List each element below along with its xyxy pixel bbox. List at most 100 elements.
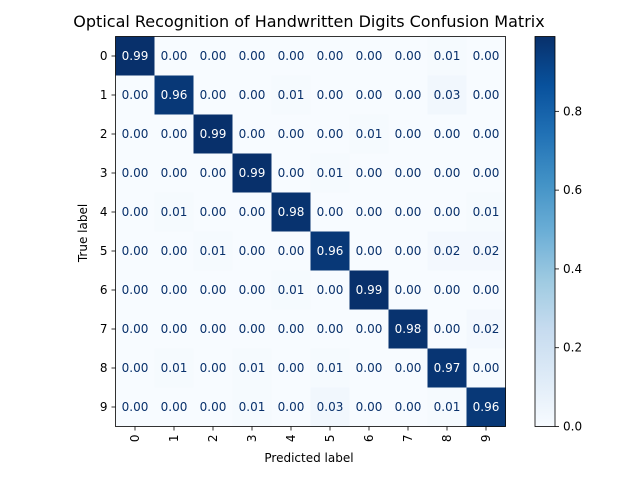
heatmap-cell [115, 75, 155, 115]
cell-value-label: 0.01 [434, 49, 461, 63]
cell-value-label: 0.00 [473, 361, 500, 375]
cell-value-label: 0.00 [278, 361, 305, 375]
heatmap-cell [388, 153, 428, 193]
cell-value-label: 0.98 [395, 322, 422, 336]
y-tick-label: 9 [100, 400, 108, 414]
heatmap-cell [349, 192, 389, 232]
heatmap-cell [388, 114, 428, 154]
cell-value-label: 0.99 [200, 127, 227, 141]
heatmap-cell [466, 75, 506, 115]
heatmap-cell [193, 309, 233, 349]
cell-value-label: 0.99 [122, 49, 149, 63]
colorbar-axis: 0.0 0.2 0.4 0.6 0.8 [555, 104, 582, 434]
cell-value-label: 0.96 [317, 244, 344, 258]
cell-value-label: 0.00 [395, 283, 422, 297]
cell-value-label: 0.00 [200, 49, 227, 63]
heatmap-cell [232, 153, 272, 193]
cell-value-label: 0.00 [239, 322, 266, 336]
cell-value-label: 0.00 [239, 244, 266, 258]
colorbar-tick-label: 0.8 [563, 104, 582, 118]
heatmap-cell [349, 114, 389, 154]
y-axis: 0 1 2 3 4 5 6 7 8 9 [100, 49, 116, 414]
colorbar-tick-label: 0.2 [563, 341, 582, 355]
cell-value-label: 0.00 [356, 166, 383, 180]
cell-value-label: 0.00 [278, 322, 305, 336]
cell-value-label: 0.00 [122, 205, 149, 219]
cell-value-label: 0.00 [200, 400, 227, 414]
cell-value-label: 0.00 [161, 49, 188, 63]
y-tick-label: 4 [100, 205, 108, 219]
x-tick-label: 0 [128, 435, 142, 443]
heatmap-cell [115, 387, 155, 427]
cell-value-label: 0.01 [239, 400, 266, 414]
x-tick-label: 3 [245, 435, 259, 443]
heatmap-cell [271, 231, 311, 271]
x-tick-label: 4 [284, 435, 298, 443]
heatmap-cell [154, 192, 194, 232]
cell-value-label: 0.00 [434, 166, 461, 180]
cell-value-label: 0.00 [239, 205, 266, 219]
heatmap-cell [466, 36, 506, 76]
cell-value-label: 0.00 [200, 205, 227, 219]
heatmap-cell [193, 387, 233, 427]
heatmap-cell [115, 270, 155, 310]
heatmap-cell [310, 231, 350, 271]
heatmap-cell [466, 153, 506, 193]
heatmap-cell [271, 387, 311, 427]
heatmap-cell [154, 270, 194, 310]
heatmap-cell [388, 270, 428, 310]
y-tick-label: 3 [100, 166, 108, 180]
cell-value-label: 0.00 [239, 88, 266, 102]
y-tick-label: 7 [100, 322, 108, 336]
cell-value-label: 0.00 [434, 127, 461, 141]
heatmap-cell [271, 75, 311, 115]
heatmap-cell [466, 348, 506, 388]
cell-value-label: 0.00 [122, 361, 149, 375]
cell-value-label: 0.00 [122, 88, 149, 102]
cell-value-label: 0.00 [122, 166, 149, 180]
heatmap-cell [154, 153, 194, 193]
heatmap-cell [349, 348, 389, 388]
cell-value-label: 0.00 [161, 127, 188, 141]
heatmap-cell [310, 387, 350, 427]
cell-value-label: 0.96 [473, 400, 500, 414]
y-tick-label: 0 [100, 49, 108, 63]
cell-value-label: 0.00 [317, 88, 344, 102]
heatmap-cell [427, 231, 467, 271]
cell-value-label: 0.00 [200, 322, 227, 336]
heatmap-cell [154, 75, 194, 115]
cell-value-label: 0.03 [317, 400, 344, 414]
heatmap-cell [310, 270, 350, 310]
heatmap-cell [193, 231, 233, 271]
heatmap-cells [115, 36, 506, 427]
heatmap-cell [427, 348, 467, 388]
heatmap-cell [193, 270, 233, 310]
heatmap-cell [271, 270, 311, 310]
cell-value-label: 0.00 [356, 244, 383, 258]
heatmap-cell [310, 36, 350, 76]
x-tick-label: 9 [479, 435, 493, 443]
heatmap-cell [427, 270, 467, 310]
cell-value-label: 0.97 [434, 361, 461, 375]
heatmap-cell [310, 75, 350, 115]
cell-value-label: 0.00 [356, 400, 383, 414]
heatmap-cell [427, 192, 467, 232]
heatmap-cell [388, 231, 428, 271]
heatmap-cell [427, 387, 467, 427]
cell-value-label: 0.00 [122, 127, 149, 141]
cell-value-label: 0.98 [278, 205, 305, 219]
cell-value-label: 0.00 [161, 283, 188, 297]
colorbar-tick-label: 0.4 [563, 262, 582, 276]
cell-value-label: 0.01 [239, 361, 266, 375]
x-axis-label: Predicted label [264, 451, 353, 465]
cell-value-label: 0.00 [239, 49, 266, 63]
heatmap-cell [232, 387, 272, 427]
heatmap-cell [115, 348, 155, 388]
heatmap-cell [193, 348, 233, 388]
cell-value-label: 0.01 [434, 400, 461, 414]
cell-value-label: 0.01 [278, 88, 305, 102]
colorbar [534, 36, 556, 427]
plot-frame [115, 36, 506, 427]
cell-value-label: 0.02 [473, 244, 500, 258]
